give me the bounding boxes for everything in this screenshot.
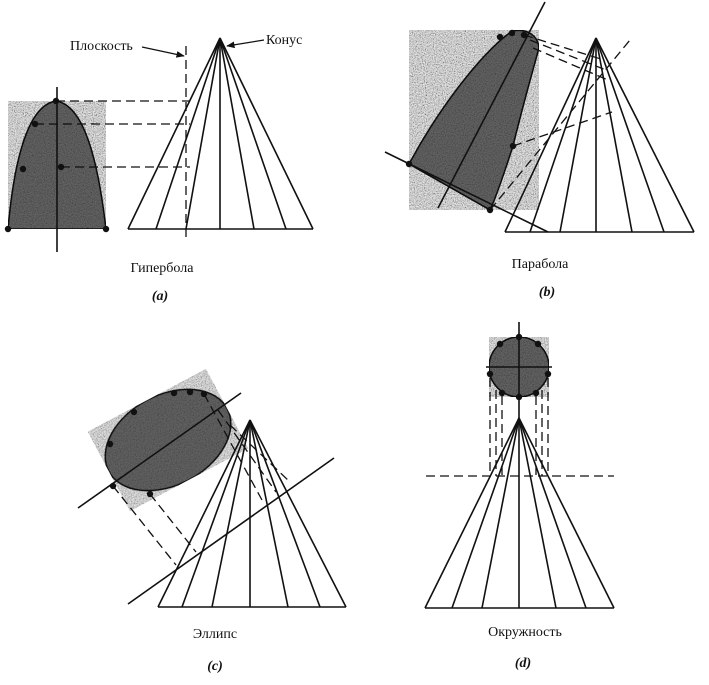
cone-c bbox=[157, 419, 347, 608]
panel-b-parabola: Парабола (b) bbox=[384, 1, 695, 300]
hyperbola-projections bbox=[35, 100, 190, 168]
panel-a-hyperbola: Плоскость Конус Гипербола (a) bbox=[4, 33, 314, 304]
ellipse-projections bbox=[112, 393, 291, 566]
cone-d bbox=[424, 417, 615, 609]
plane-label-pointer bbox=[141, 46, 185, 58]
panel-d-circle: Окружность (d) bbox=[424, 322, 615, 671]
panel-a-sublabel: (a) bbox=[152, 289, 168, 304]
panel-d-sublabel: (d) bbox=[515, 656, 531, 671]
cone-b bbox=[504, 37, 695, 233]
cone-label: Конус bbox=[266, 33, 302, 48]
parabola-points bbox=[405, 29, 528, 214]
plane-label: Плоскость bbox=[70, 39, 133, 54]
ellipse-section bbox=[104, 388, 232, 492]
panel-b-caption: Парабола bbox=[512, 257, 569, 272]
cone-label-pointer bbox=[226, 39, 265, 49]
panel-c-caption: Эллипс bbox=[193, 627, 237, 642]
panel-c-sublabel: (c) bbox=[207, 659, 223, 674]
circle-projections bbox=[489, 378, 549, 476]
circle-points bbox=[486, 333, 552, 401]
ellipse-points bbox=[106, 388, 208, 498]
panel-d-caption: Окружность bbox=[488, 625, 562, 640]
parabola-baseline bbox=[384, 151, 549, 233]
panel-b-sublabel: (b) bbox=[539, 285, 555, 300]
panel-c-ellipse: Эллипс (c) bbox=[77, 388, 347, 674]
cone-a bbox=[127, 37, 314, 230]
parabola-section bbox=[407, 29, 540, 212]
panel-a-caption: Гипербола bbox=[131, 261, 195, 276]
ellipse-plane bbox=[127, 457, 335, 605]
